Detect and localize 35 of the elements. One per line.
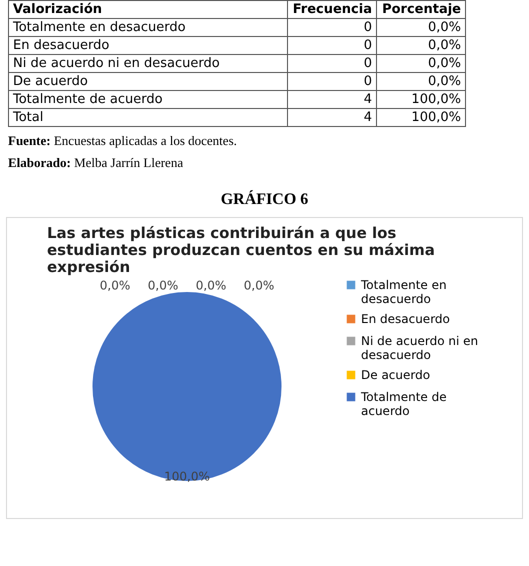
text: 0,0% <box>376 72 466 90</box>
text: 0 <box>288 72 376 90</box>
text: 0,0% <box>376 54 466 72</box>
text: Frecuencia <box>288 0 376 18</box>
text: Total <box>8 108 288 126</box>
text: 0,0% <box>376 36 466 54</box>
text: 4 <box>288 90 376 108</box>
text: 0,0% <box>244 278 274 292</box>
text: Ni de acuerdo ni en desacuerdo <box>8 54 288 72</box>
text: 0,0% <box>100 278 130 292</box>
legend-label: En desacuerdo <box>361 312 450 326</box>
text: 0,0% <box>376 18 466 36</box>
text: Elaborado: Melba Jarrín Llerena <box>8 155 184 171</box>
legend-label: Ni de acuerdo ni en desacuerdo <box>361 334 478 362</box>
text: En desacuerdo <box>8 36 288 54</box>
chart-title: Las artes plásticas contribuirán a que los estudiantes produzcan cuentos en su máxima expresión <box>47 224 435 276</box>
text: 0,0% <box>196 278 226 292</box>
legend-label: Totalmente de acuerdo <box>360 390 447 418</box>
text: GRÁFICO 6 <box>220 191 310 209</box>
text: 4 <box>288 108 376 126</box>
legend-label: Totalmente en desacuerdo <box>360 278 447 306</box>
text: De acuerdo <box>8 72 288 90</box>
text: 100,0% <box>376 90 466 108</box>
text: Totalmente en desacuerdo <box>8 18 288 36</box>
text: 0 <box>288 18 376 36</box>
text: 100,0% <box>376 108 466 126</box>
text: Totalmente de acuerdo <box>8 90 288 108</box>
legend-label: De acuerdo <box>361 368 430 382</box>
text: 0,0% <box>148 278 178 292</box>
data-label: 100,0% <box>164 469 210 484</box>
text: Valorización <box>8 0 288 18</box>
text: 0 <box>288 36 376 54</box>
text: 0 <box>288 54 376 72</box>
source-note: Fuente: Encuestas aplicadas a los docentes. <box>8 133 238 149</box>
text: Porcentaje <box>376 0 466 18</box>
